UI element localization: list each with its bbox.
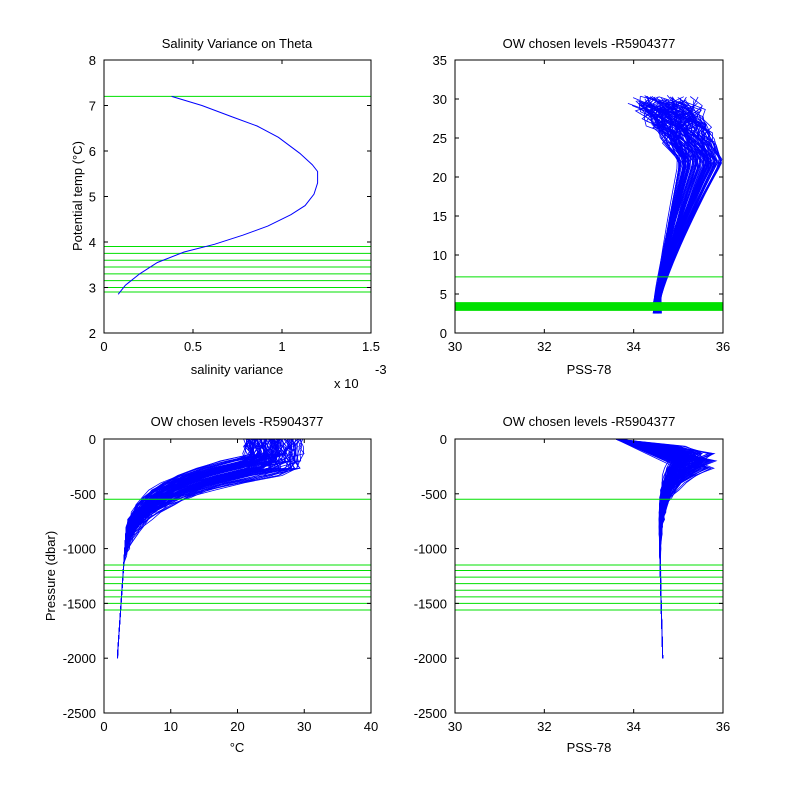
y-tick-label: 0 xyxy=(440,432,447,447)
panel-theta-salinity: OW chosen levels -R5904377 30 32 34 36 0 5 10… xyxy=(433,36,731,377)
y-tick-label: -1500 xyxy=(414,596,447,611)
profiles-group xyxy=(627,94,723,314)
panel-salinity-pressure: OW chosen levels -R5904377 30 32 34 36 -250… xyxy=(414,414,730,755)
x-tick-label: 0.5 xyxy=(184,339,202,354)
profile-line xyxy=(615,438,714,659)
panel-1-title: Salinity Variance on Theta xyxy=(162,36,313,51)
x-tick-label: 36 xyxy=(716,719,730,734)
y-tick-label: 20 xyxy=(433,170,447,185)
panel-2-title: OW chosen levels -R5904377 xyxy=(503,36,676,51)
profile-line xyxy=(652,107,685,314)
x-tick-label: 30 xyxy=(297,719,311,734)
profile-line xyxy=(658,96,716,314)
y-tick-label: 4 xyxy=(89,235,96,250)
chosen-levels-band xyxy=(455,302,723,311)
y-tick-label: 6 xyxy=(89,144,96,159)
y-tick-label: 2 xyxy=(89,326,96,341)
x-tick-label: 32 xyxy=(537,339,551,354)
y-tick-label: 3 xyxy=(89,281,96,296)
y-tick-label: -1500 xyxy=(63,596,96,611)
x-multiplier-exponent: -3 xyxy=(375,362,387,377)
x-tick-label: 0 xyxy=(100,719,107,734)
panel-4-title: OW chosen levels -R5904377 xyxy=(503,414,676,429)
y-tick-label: -1000 xyxy=(414,542,447,557)
x-tick-label: 36 xyxy=(716,339,730,354)
profiles-group xyxy=(117,438,305,659)
y-tick-label: -1000 xyxy=(63,542,96,557)
salinity-variance-curve xyxy=(117,95,319,295)
panel-3-xlabel: °C xyxy=(230,740,245,755)
x-tick-label: 30 xyxy=(448,339,462,354)
y-tick-label: -2500 xyxy=(63,706,96,721)
panel-1-xlabel: salinity variance xyxy=(191,362,284,377)
y-tick-label: -2000 xyxy=(414,651,447,666)
profile-line xyxy=(658,107,704,314)
y-tick-label: 30 xyxy=(433,92,447,107)
y-tick-label: 5 xyxy=(89,190,96,205)
panel-4-axes-box xyxy=(454,438,724,714)
x-tick-label: 10 xyxy=(164,719,178,734)
profiles-group xyxy=(615,438,718,659)
y-tick-label: 0 xyxy=(440,326,447,341)
y-tick-label: 0 xyxy=(89,432,96,447)
x-tick-label: 1 xyxy=(278,339,285,354)
x-tick-label: 1.5 xyxy=(362,339,380,354)
profile-line xyxy=(653,99,710,314)
y-tick-label: -500 xyxy=(421,487,447,502)
x-multiplier-label: x 10 xyxy=(334,376,359,391)
profile-line xyxy=(649,105,684,314)
panel-salinity-variance: Salinity Variance on Theta 0 0.5 1 1.5 2 3 4 5… xyxy=(70,36,387,391)
y-tick-label: 8 xyxy=(89,53,96,68)
panel-2-xlabel: PSS-78 xyxy=(567,362,612,377)
panel-4-xlabel: PSS-78 xyxy=(567,740,612,755)
profile-line xyxy=(117,438,266,659)
y-tick-label: 5 xyxy=(440,287,447,302)
profile-line xyxy=(655,99,696,314)
profile-line xyxy=(615,438,679,659)
x-tick-label: 0 xyxy=(100,339,107,354)
profile-line xyxy=(654,106,692,314)
panel-2-axes-box xyxy=(454,59,724,334)
x-tick-label: 30 xyxy=(448,719,462,734)
y-tick-label: -2000 xyxy=(63,651,96,666)
y-tick-label: 7 xyxy=(89,99,96,114)
y-tick-label: -500 xyxy=(70,487,96,502)
x-tick-label: 32 xyxy=(537,719,551,734)
profile-line xyxy=(656,103,720,314)
y-tick-label: 10 xyxy=(433,248,447,263)
x-tick-label: 40 xyxy=(364,719,378,734)
profile-line xyxy=(615,438,691,659)
x-tick-label: 20 xyxy=(230,719,244,734)
y-tick-label: 15 xyxy=(433,209,447,224)
panel-temperature-pressure: OW chosen levels -R5904377 0 10 20 30 40 -25… xyxy=(43,414,378,755)
y-tick-label: -2500 xyxy=(414,706,447,721)
y-tick-label: 25 xyxy=(433,131,447,146)
panel-3-ylabel: Pressure (dbar) xyxy=(43,531,58,621)
y-tick-label: 35 xyxy=(433,53,447,68)
x-tick-label: 34 xyxy=(626,719,640,734)
profile-line xyxy=(627,103,681,314)
x-tick-label: 34 xyxy=(626,339,640,354)
panel-1-ylabel: Potential temp (°C) xyxy=(70,141,85,251)
panel-3-title: OW chosen levels -R5904377 xyxy=(151,414,324,429)
